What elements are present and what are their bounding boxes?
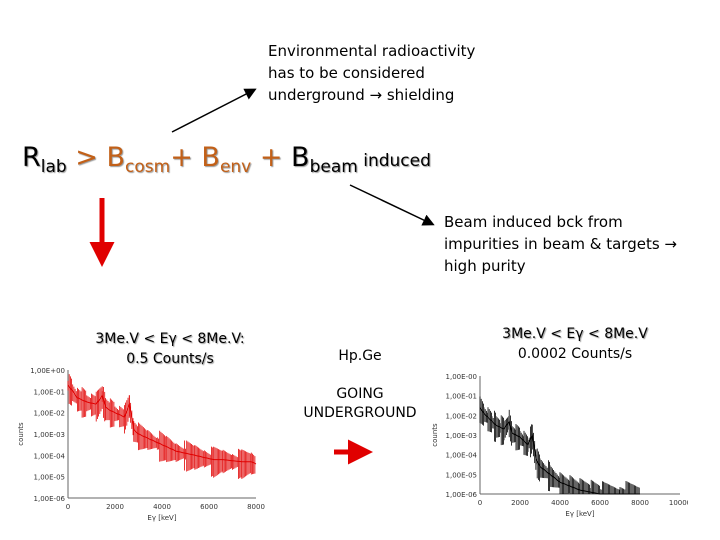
surface-chart-y-tick-label: 1,00E-02 xyxy=(34,410,65,418)
right-count-rate: 0.0002 Counts/s xyxy=(517,346,633,362)
left-count-rate: 0.5 Counts/s xyxy=(126,351,214,367)
underground-chart-x-tick-label: 2000 xyxy=(511,499,529,507)
underground-chart-x-tick-label: 8000 xyxy=(631,499,649,507)
underground-spectrum-chart: 1,00E-00 1,00E-01 1,00E-02 1,00E-03 1,00E-04… xyxy=(431,373,688,518)
underground-chart-y-tick-label: 1,00E-00 xyxy=(446,373,477,381)
surface-chart-x-tick-label: 0 xyxy=(66,503,70,511)
underground-chart-y-tick-label: 1,00E-02 xyxy=(446,412,477,420)
underground-chart-x-tick-label: 6000 xyxy=(591,499,609,507)
surface-chart-x-tick-label: 6000 xyxy=(200,503,218,511)
eq-b-beam: B xyxy=(291,142,310,173)
arrow-to-beam-note xyxy=(349,184,435,226)
surface-chart-x-tick-label: 2000 xyxy=(106,503,124,511)
underground-chart-x-axis-label: Eγ [keV] xyxy=(565,510,594,518)
surface-chart-x-axis-label: Eγ [keV] xyxy=(147,514,176,522)
surface-chart-y-tick-label: 1,00E-04 xyxy=(34,452,66,460)
environmental-note: Environmental radioactivity has to be co… xyxy=(268,42,476,104)
surface-chart-x-tick-label: 8000 xyxy=(247,503,265,511)
rate-equation: Rlab > Bcosm+ Benv + Bbeam induced xyxy=(22,142,431,177)
detector-label: Hp.Ge xyxy=(338,348,382,364)
surface-spectrum-chart: 1,00E+00 1,00E-01 1,00E-02 1,00E-03 1,00E-04… xyxy=(17,367,265,522)
right-energy-range: 3Me.V < Eγ < 8Me.V xyxy=(502,326,648,342)
eq-b-env-sub: env xyxy=(219,157,252,177)
underground-chart-y-tick-label: 1,00E-03 xyxy=(446,432,477,440)
underground-chart-x-tick-label: 0 xyxy=(478,499,482,507)
eq-plus-1: + xyxy=(170,142,202,173)
underground-chart-y-axis-label: counts xyxy=(431,423,439,447)
underground-chart-y-tick-label: 1,00E-01 xyxy=(446,393,477,401)
eq-r: R xyxy=(22,142,41,173)
eq-b-cosm-sub: cosm xyxy=(125,157,171,177)
surface-chart-y-axis-label: counts xyxy=(17,422,25,446)
eq-gt: > xyxy=(66,142,107,173)
underground-chart-y-tick-label: 1,00E-04 xyxy=(446,452,478,460)
eq-b-env: B xyxy=(201,142,220,173)
eq-b-cosm: B xyxy=(106,142,126,173)
eq-r-sub: lab xyxy=(40,157,67,177)
eq-plus-2: + xyxy=(251,142,292,173)
eq-induced: induced xyxy=(357,151,431,171)
surface-chart-y-tick-label: 1,00E-03 xyxy=(34,431,65,439)
underground-chart-x-tick-label: 10000 xyxy=(669,499,688,507)
going-underground-label: GOING UNDERGROUND xyxy=(303,386,417,421)
surface-chart-y-tick-label: 1,00E-06 xyxy=(34,495,66,503)
arrow-to-environmental-note xyxy=(171,88,257,133)
underground-chart-x-tick-label: 4000 xyxy=(551,499,569,507)
left-energy-range: 3Me.V < Eγ < 8Me.V: xyxy=(95,331,245,347)
beam-note: Beam induced bck from impurities in beam… xyxy=(444,213,677,275)
surface-chart-y-tick-label: 1,00E-01 xyxy=(34,388,65,396)
surface-chart-y-tick-label: 1,00E+00 xyxy=(30,367,65,375)
eq-b-beam-sub: beam xyxy=(309,157,358,177)
underground-chart-y-tick-label: 1,00E-06 xyxy=(446,491,478,499)
surface-chart-y-tick-label: 1,00E-05 xyxy=(34,474,65,482)
surface-chart-x-tick-label: 4000 xyxy=(153,503,171,511)
underground-chart-y-tick-label: 1,00E-05 xyxy=(446,471,477,479)
